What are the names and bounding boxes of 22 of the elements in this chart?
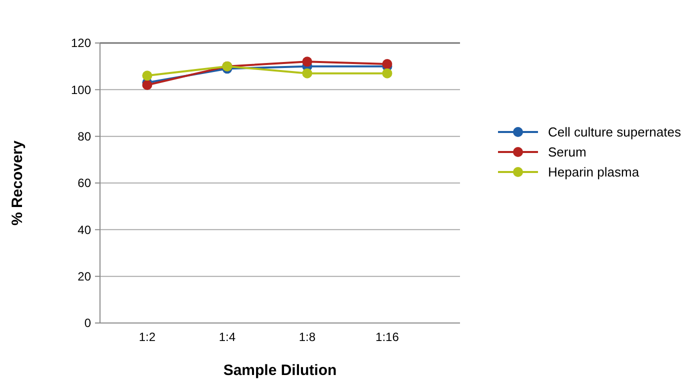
y-tick-label: 20 bbox=[78, 270, 92, 284]
x-tick-label: 1:2 bbox=[138, 330, 156, 344]
y-tick-label: 60 bbox=[78, 176, 92, 190]
point bbox=[142, 80, 152, 90]
x-tick-label: 1:8 bbox=[298, 330, 316, 344]
legend-label: Serum bbox=[548, 144, 586, 160]
legend-label: Cell culture supernates bbox=[548, 124, 682, 140]
x-tick-label: 1:4 bbox=[218, 330, 236, 344]
x-axis-title: Sample Dilution bbox=[223, 362, 337, 379]
point bbox=[382, 59, 392, 69]
y-tick-label: 0 bbox=[84, 316, 92, 330]
x-tick-label: 1:16 bbox=[376, 330, 400, 344]
point bbox=[382, 68, 392, 78]
y-axis-title: % Recovery bbox=[9, 140, 26, 226]
y-tick-label: 100 bbox=[70, 82, 92, 97]
point bbox=[142, 70, 152, 81]
legend-label: Heparin plasma bbox=[548, 164, 640, 180]
y-tick-label: 120 bbox=[70, 36, 92, 50]
y-tick-label: 80 bbox=[78, 130, 92, 144]
point bbox=[302, 56, 312, 67]
point bbox=[302, 68, 312, 78]
y-tick-label: 40 bbox=[78, 222, 92, 237]
